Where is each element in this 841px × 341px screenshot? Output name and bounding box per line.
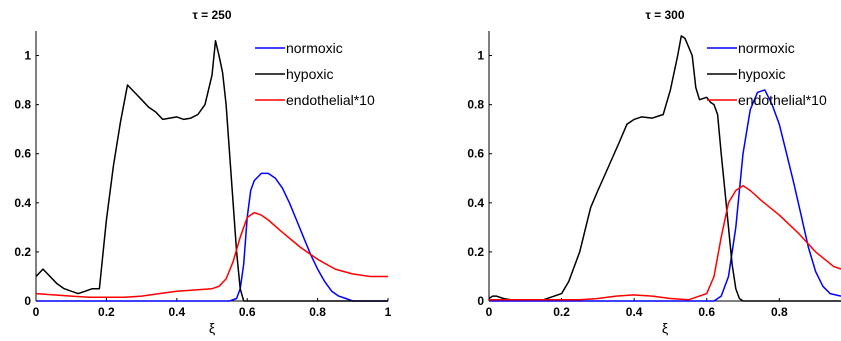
chart-title: τ = 250	[192, 8, 231, 22]
legend: normoxic hypoxic endothelial*10	[255, 40, 375, 108]
x-tick-label: 0.6	[698, 305, 715, 319]
chart-title: τ = 300	[645, 8, 684, 22]
x-tick-label: 0.4	[168, 305, 185, 319]
y-tick-label: 0.2	[14, 245, 31, 259]
legend-label: normoxic	[286, 40, 343, 56]
series-line-normoxic	[36, 172, 388, 302]
y-tick-label: 1	[477, 49, 484, 63]
x-tick-label: 0.8	[309, 305, 326, 319]
x-tick-label: 0	[486, 305, 493, 319]
x-tick-label: 0.8	[771, 305, 788, 319]
series-line-endothelial-10	[489, 184, 841, 301]
x-tick-label: 0.2	[98, 305, 115, 319]
y-tick-label: 0.8	[467, 98, 484, 112]
y-tick-label: 0.4	[467, 196, 484, 210]
y-tick-label: 0.4	[14, 196, 31, 210]
chart-panel-2: 0 0.2 0.4 0.6 0.8 0 0.2 0.4 0.6 0.8 1 τ = 300 ξ normo…	[467, 8, 841, 336]
chart-panel-1: 0 0.2 0.4 0.6 0.8 1 0 0.2 0.4 0.6 0.8 1 τ = 250 ξ norm…	[14, 8, 391, 336]
legend: normoxic hypoxic endothelial*10	[707, 40, 827, 108]
x-tick-label: 0	[33, 305, 40, 319]
x-axis-label: ξ	[209, 320, 215, 336]
y-tick-label: 0	[24, 294, 31, 308]
legend-label: endothelial*10	[286, 92, 375, 108]
legend-label: hypoxic	[738, 66, 785, 82]
legend-label: hypoxic	[286, 66, 333, 82]
y-tick-label: 0	[477, 294, 484, 308]
x-tick-label: 1	[385, 305, 392, 319]
legend-label: normoxic	[738, 40, 795, 56]
x-tick-label: 0.2	[553, 305, 570, 319]
y-tick-label: 0.6	[14, 147, 31, 161]
x-tick-label: 0.4	[626, 305, 643, 319]
y-tick-label: 0.2	[467, 245, 484, 259]
y-tick-label: 1	[24, 49, 31, 63]
series-line-endothelial-10	[36, 211, 388, 299]
y-tick-label: 0.6	[467, 147, 484, 161]
legend-label: endothelial*10	[738, 92, 827, 108]
series-line-hypoxic	[36, 40, 388, 302]
x-tick-label: 0.6	[239, 305, 256, 319]
series-line-normoxic	[489, 89, 841, 302]
y-tick-label: 0.8	[14, 98, 31, 112]
x-axis-label: ξ	[662, 320, 668, 336]
series-line-hypoxic	[489, 35, 841, 302]
